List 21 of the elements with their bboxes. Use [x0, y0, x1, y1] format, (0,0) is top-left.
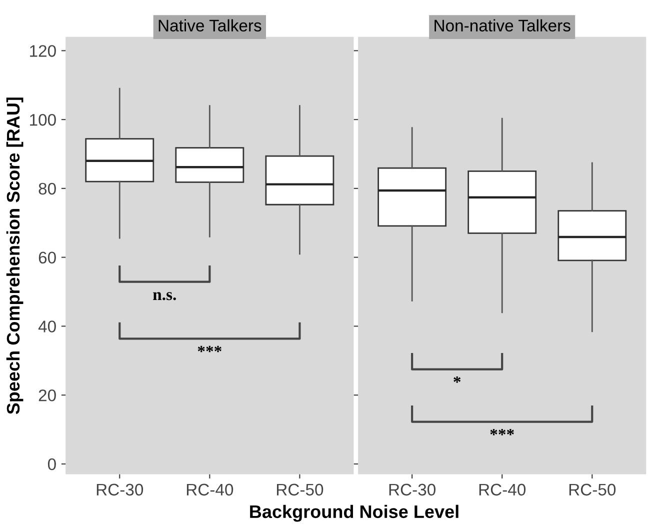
x-axis-title: Background Noise Level: [250, 504, 458, 522]
x-tick-label: RC-40: [186, 484, 234, 496]
y-tick-label: 120: [30, 45, 56, 57]
y-tick-label: 80: [38, 182, 56, 195]
chart-title: Non-native Talkers: [434, 19, 570, 32]
x-tick-label: RC-30: [96, 484, 144, 496]
y-tick-label: 100: [30, 114, 56, 126]
x-tick-label: RC-50: [569, 484, 616, 496]
annotation: ***: [198, 346, 222, 352]
y-axis-title: Speech Comprehension Score [RAU]: [6, 98, 24, 414]
y-tick-label: 60: [38, 252, 56, 264]
chart-title: Native Talkers: [158, 19, 262, 32]
y-tick-label: 20: [38, 389, 56, 402]
annotation: ***: [490, 428, 514, 436]
y-tick-label: 0: [48, 458, 56, 470]
x-tick-label: RC-30: [389, 484, 436, 496]
x-tick-label: RC-40: [479, 484, 526, 496]
y-tick-label: 40: [38, 320, 56, 332]
annotation: n.s.: [153, 292, 176, 300]
x-tick-label: RC-50: [276, 484, 324, 496]
annotation: *: [454, 376, 461, 383]
